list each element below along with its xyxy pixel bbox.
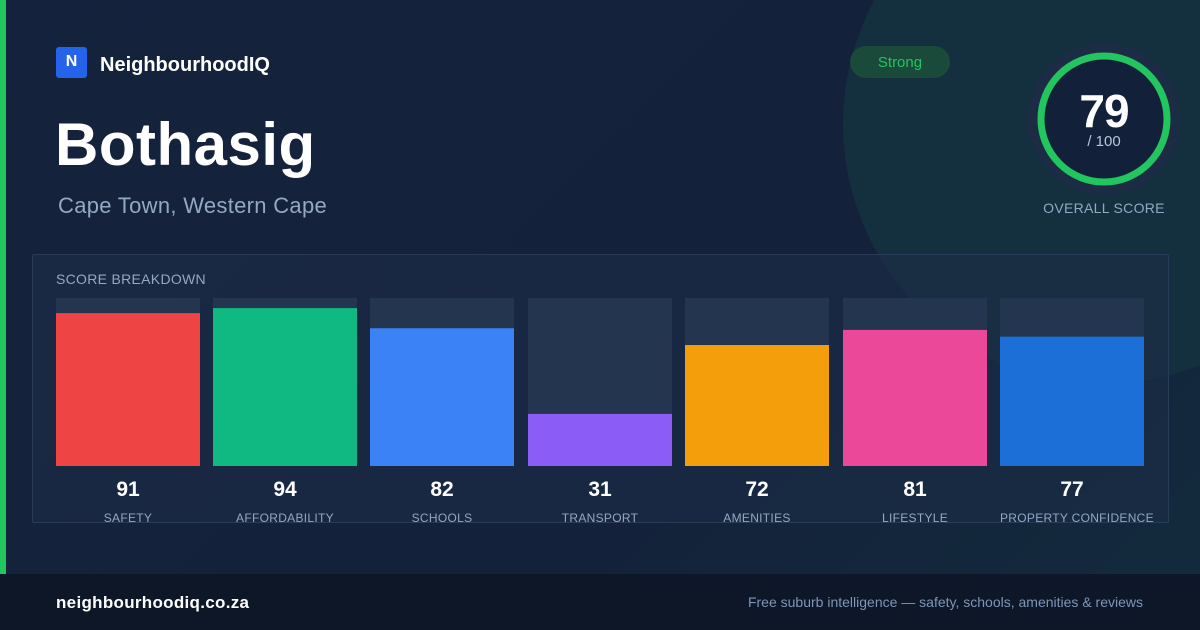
metric-value: 72 (745, 478, 769, 501)
metric-label: SAFETY (103, 511, 153, 525)
metric-value: 94 (273, 478, 297, 501)
overall-score-value: 79 (1079, 85, 1129, 137)
metric-value: 81 (903, 478, 927, 501)
bar-lifestyle (843, 329, 987, 466)
metric-value: 91 (116, 478, 140, 501)
metric-value: 82 (430, 478, 454, 501)
brand[interactable]: N NeighbourhoodIQ (56, 46, 270, 78)
metric-label: SCHOOLS (411, 511, 473, 525)
footer-domain-link[interactable]: neighbourhoodiq.co.za (56, 593, 250, 612)
metric-schools: 82 SCHOOLS (370, 478, 514, 525)
metric-lifestyle: 81 LIFESTYLE (843, 478, 987, 525)
metric-safety: 91 SAFETY (56, 478, 200, 525)
footer-tagline: Free suburb intelligence — safety, schoo… (747, 594, 1143, 610)
footer (0, 574, 1200, 630)
metric-value: 77 (1060, 478, 1084, 501)
metric-affordability: 94 AFFORDABILITY (213, 478, 357, 525)
bar-safety (56, 313, 200, 466)
metric-label: AMENITIES (723, 511, 791, 525)
suburb-title: Bothasig (55, 111, 316, 178)
overall-score-caption: OVERALL SCORE (1043, 200, 1165, 216)
bar-property-confidence (1000, 336, 1144, 466)
score-breakdown-bars (56, 298, 1144, 466)
metric-value: 31 (588, 478, 612, 501)
metric-label: AFFORDABILITY (236, 511, 334, 525)
brand-name: NeighbourhoodIQ (100, 53, 270, 76)
metric-label: TRANSPORT (561, 511, 639, 525)
metric-label: PROPERTY CONFIDENCE (1000, 511, 1154, 525)
bar-affordability (213, 308, 357, 466)
bar-transport (528, 413, 672, 466)
overall-score-ring (1028, 43, 1180, 195)
metric-transport: 31 TRANSPORT (528, 478, 672, 525)
bar-amenities (685, 345, 829, 466)
score-breakdown-title: SCORE BREAKDOWN (56, 271, 206, 287)
accent-stripe (0, 0, 6, 574)
metric-amenities: 72 AMENITIES (685, 478, 829, 525)
metric-label: LIFESTYLE (881, 511, 949, 525)
bar-schools (370, 328, 514, 466)
brand-logo-icon: N (56, 46, 87, 78)
status-badge: Strong (850, 46, 950, 78)
suburb-location: Cape Town, Western Cape (58, 193, 328, 218)
overall-score-max: / 100 (1087, 133, 1121, 150)
metric-property-confidence: 77 PROPERTY CONFIDENCE (1000, 478, 1154, 525)
score-ring-arc (1037, 52, 1171, 186)
